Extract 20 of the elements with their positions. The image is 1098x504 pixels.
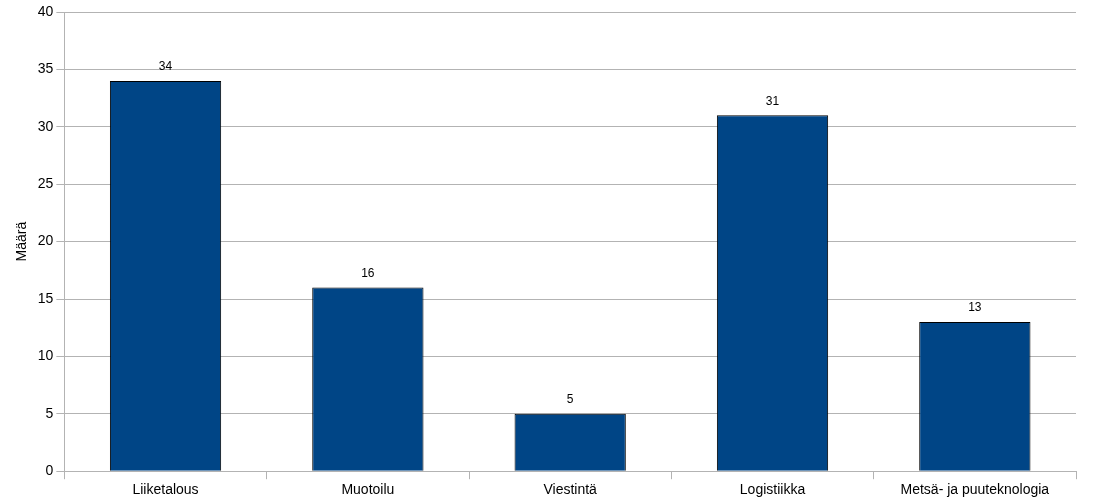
y-axis-title: Määrä	[13, 221, 30, 262]
x-tick-label: Liiketalous	[132, 481, 199, 498]
y-tick-label: 35	[37, 60, 54, 77]
x-tick-label: Viestintä	[543, 481, 598, 498]
data-label: 5	[566, 392, 574, 407]
data-label: 16	[361, 265, 375, 280]
y-tick-label: 30	[37, 117, 54, 134]
data-label: 31	[765, 93, 780, 108]
y-tick-label: 40	[37, 2, 54, 19]
y-tick-label: 5	[45, 404, 54, 421]
y-tick-label: 0	[45, 462, 54, 479]
y-tick-label: 15	[37, 289, 54, 306]
y-tick-label: 25	[37, 175, 54, 192]
x-tick-label: Logistiikka	[739, 481, 806, 498]
x-tick-label: Metsä- ja puuteknologia	[900, 481, 1050, 498]
y-tick-label: 20	[37, 232, 54, 249]
x-tick-label: Muotoilu	[341, 481, 395, 498]
data-label: 34	[158, 59, 173, 74]
data-label: 13	[968, 300, 982, 315]
y-tick-label: 10	[37, 347, 54, 364]
